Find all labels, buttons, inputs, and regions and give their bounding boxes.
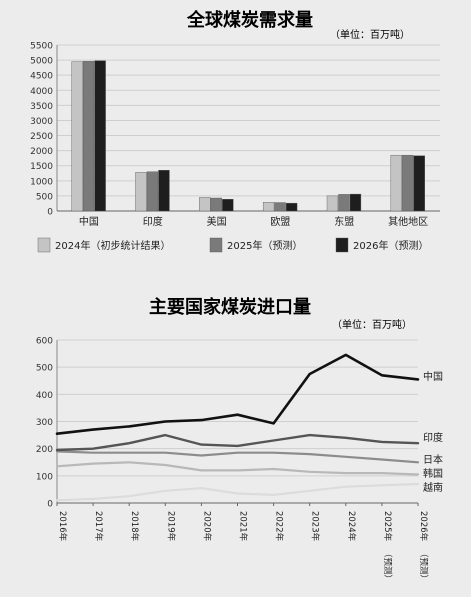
line-chart-x-tick-label: 2020年: [201, 511, 212, 542]
bar-chart-bars: [71, 60, 425, 212]
bar-0-0: [71, 61, 83, 212]
bar-5-2: [413, 155, 425, 212]
bar-1-1: [146, 171, 159, 212]
line-chart-y-tick-label: 0: [47, 500, 53, 510]
bar-chart-category-label: 印度: [143, 215, 163, 228]
line-chart-y-tick-labels: 0 100 200 300 400 500 600: [36, 337, 53, 510]
bar-chart-y-tick-labels: 0 500 1000 1500 2000 2500 3000 3500 4000 4500 5000…: [30, 42, 53, 218]
line-chart-x-tick-labels: 2016年 2017年 2018年 2019年 2020年 2021年 2022年 2023年…: [56, 503, 429, 583]
line-series-2: [55, 450, 420, 464]
bar-chart-y-tick-label: 5000: [30, 57, 53, 67]
line-series-1: [55, 433, 420, 452]
bar-chart-category-label: 欧盟: [270, 216, 290, 228]
line-chart-x-tick-label: 2016年: [57, 511, 68, 542]
bar-chart-y-tick-label: 4000: [30, 87, 53, 97]
line-chart-x-tick-label: 2025年: [382, 511, 393, 542]
bar-0-1: [82, 61, 95, 212]
bar-chart-category-label: 东盟: [334, 215, 354, 228]
line-chart-x-note: （预测）: [418, 549, 429, 583]
legend-label-0: 2024年（初步统计结果）: [55, 239, 170, 252]
bar-chart-title: 全球煤炭需求量: [186, 9, 313, 31]
line-chart-x-tick-label: 2018年: [129, 511, 140, 542]
bar-4-1: [338, 194, 350, 212]
line-chart-x-tick-label: 2021年: [238, 511, 249, 542]
line-chart-y-tick-label: 300: [36, 418, 53, 428]
series-label-2: 日本: [423, 453, 443, 466]
bar-2-0: [199, 197, 211, 212]
bar-chart-unit-note: （单位：百万吨）: [330, 28, 410, 41]
line-chart-x-tick-label: 2017年: [93, 511, 104, 542]
series-label-0: 中国: [423, 370, 443, 383]
bar-4-2: [349, 193, 362, 212]
bar-chart-y-tick-label: 1000: [30, 177, 53, 187]
line-chart-y-tick-label: 600: [36, 337, 53, 347]
line-chart-x-tick-label: 2023年: [310, 511, 321, 542]
bar-chart-legend: 2024年（初步统计结果） 2025年（预测） 2026年（预测）: [37, 237, 428, 253]
bar-chart-grid: [56, 44, 440, 212]
line-chart-imports: 主要国家煤炭进口量 （单位：百万吨） 0 100 200 300 400 500 600 中…: [0, 288, 471, 593]
line-chart-x-note: （预测）: [382, 549, 393, 583]
bar-4-0: [326, 195, 339, 212]
line-chart-x-tick-label: 2022年: [274, 511, 285, 542]
bar-chart-y-tick-label: 1500: [30, 162, 53, 172]
legend-swatch-2: [335, 237, 349, 253]
bar-chart-category-label: 其他地区: [388, 215, 428, 228]
line-chart-y-tick-label: 200: [36, 445, 53, 455]
series-label-3: 韩国: [423, 467, 443, 480]
bar-3-2: [285, 202, 298, 212]
bar-chart-category-labels: 中国 印度 美国 欧盟 东盟 其他地区: [79, 215, 428, 228]
line-chart-y-tick-label: 500: [36, 364, 53, 374]
line-series-4: [55, 482, 420, 502]
line-chart-y-tick-label: 400: [36, 391, 53, 401]
bar-3-1: [274, 202, 286, 212]
bar-chart-category-label: 中国: [79, 215, 99, 228]
legend-label-1: 2025年（预测）: [227, 239, 302, 252]
bar-chart-y-tick-label: 2000: [30, 147, 53, 157]
bar-chart-y-tick-label: 2500: [30, 132, 53, 142]
bar-5-1: [402, 154, 414, 212]
legend-label-2: 2026年（预测）: [353, 239, 428, 252]
bar-chart-y-tick-label: 3500: [30, 102, 53, 112]
bar-2-2: [222, 199, 234, 212]
bar-chart-y-tick-label: 0: [47, 208, 53, 218]
series-label-4: 越南: [423, 481, 443, 494]
line-chart-y-tick-label: 100: [36, 472, 53, 482]
line-chart-series: [55, 353, 420, 502]
line-series-0: [55, 353, 420, 436]
line-chart-x-tick-label: 2024年: [346, 511, 357, 542]
bar-1-0: [135, 172, 147, 212]
line-chart-grid: [56, 339, 418, 504]
bar-3-0: [262, 202, 275, 212]
line-chart-x-tick-label: 2019年: [165, 511, 176, 542]
bar-0-2: [94, 60, 106, 212]
bar-chart-global-demand: 全球煤炭需求量 （单位：百万吨） 0 500 1000 1500 2000 2500 300…: [0, 0, 471, 272]
line-chart-unit-note: （单位：百万吨）: [332, 318, 412, 331]
legend-swatch-1: [209, 237, 223, 253]
bar-2-1: [210, 197, 222, 212]
line-series-3: [55, 461, 420, 476]
series-label-1: 印度: [423, 431, 443, 444]
bar-chart-y-tick-label: 5500: [30, 42, 53, 52]
line-chart-x-tick-label: 2026年: [418, 511, 429, 542]
bar-chart-y-tick-label: 3000: [30, 117, 53, 127]
bar-chart-y-tick-label: 4500: [30, 72, 53, 82]
bar-1-2: [158, 170, 170, 212]
bar-chart-category-label: 美国: [207, 215, 227, 228]
line-chart-background: [0, 288, 471, 593]
bar-5-0: [390, 154, 402, 212]
line-chart-title: 主要国家煤炭进口量: [149, 296, 311, 318]
legend-swatch-0: [37, 237, 51, 253]
bar-chart-y-tick-label: 500: [36, 192, 53, 202]
